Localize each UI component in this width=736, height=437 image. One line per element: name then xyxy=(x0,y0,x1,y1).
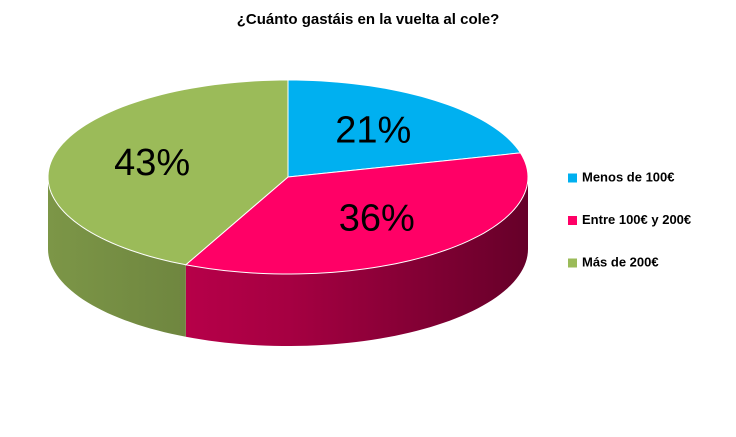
slice xyxy=(184,152,529,275)
legend-label: Más de 200€ xyxy=(582,254,659,269)
legend-label: Menos de 100€ xyxy=(582,169,675,184)
slice-side xyxy=(185,177,528,346)
slice xyxy=(47,79,289,266)
legend-label: Entre 100€ y 200€ xyxy=(582,212,691,227)
value-label: 21% xyxy=(335,110,411,152)
slice xyxy=(287,79,522,178)
value-label: 36% xyxy=(339,197,415,239)
chart-title: ¿Cuánto gastáis en la vuelta al cole? xyxy=(237,11,500,28)
slice-side xyxy=(48,177,186,337)
legend-swatch xyxy=(568,258,577,268)
legend-swatch xyxy=(568,173,577,183)
legend-swatch xyxy=(568,216,577,225)
value-label: 43% xyxy=(114,142,190,184)
